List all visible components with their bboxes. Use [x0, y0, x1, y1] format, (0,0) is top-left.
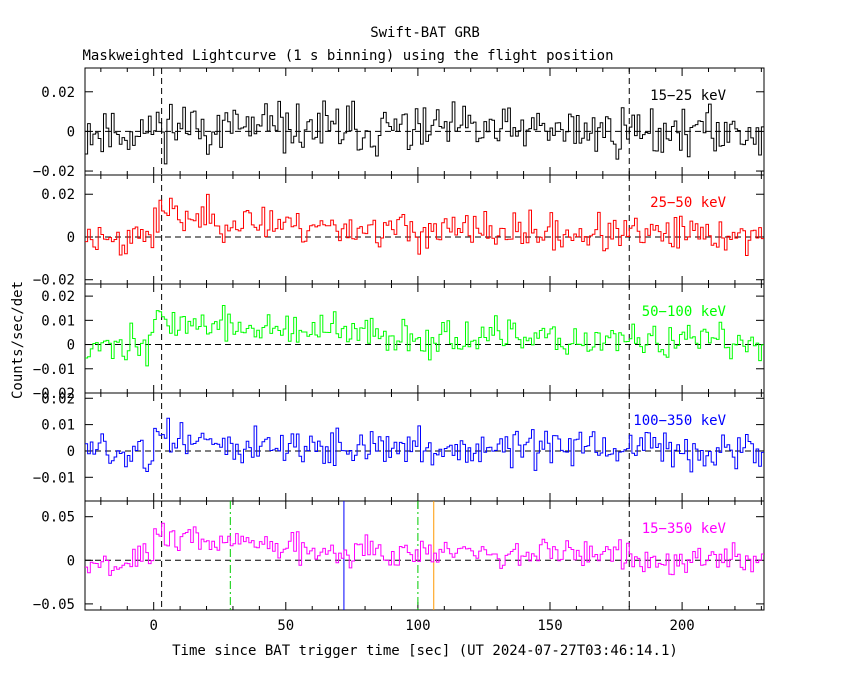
series-line [85, 193, 764, 256]
panel-frame [84, 67, 765, 176]
band-label: 25−50 keV [650, 195, 726, 211]
x-axis-label: Time since BAT trigger time [sec] (UT 20… [172, 643, 678, 659]
x-tick-label: 150 [537, 618, 562, 634]
figure-subtitle: Maskweighted Lightcurve (1 s binning) us… [82, 48, 613, 64]
y-tick-label: −0.02 [33, 164, 75, 180]
x-tick-label: 100 [405, 618, 430, 634]
band-label: 100−350 keV [633, 413, 726, 429]
y-tick-label: 0 [67, 338, 75, 354]
panel-25-50-kev: −0.02 0 0.02 25−50 keV [33, 174, 765, 289]
panel-15-350-kev: −0.05 0 0.05 15−350 keV 0 50 100 150 200 [33, 500, 765, 634]
panel-frame [84, 283, 765, 394]
y-tick-label: 0.02 [41, 289, 75, 305]
x-tick-label: 50 [277, 618, 294, 634]
x-tick-label: 0 [149, 618, 157, 634]
y-tick-label: −0.01 [33, 470, 75, 486]
panel-50-100-kev: −0.02 −0.01 0 0.01 0.02 50−100 keV [33, 283, 765, 402]
y-tick-label: 0.01 [41, 313, 75, 329]
series-line [85, 522, 764, 576]
y-tick-label: −0.01 [33, 362, 75, 378]
panel-100-350-kev: −0.01 0 0.01 0.02 100−350 keV [33, 391, 765, 502]
y-tick-label: 0 [67, 124, 75, 140]
band-label: 50−100 keV [642, 304, 727, 320]
y-tick-label: −0.05 [33, 597, 75, 613]
y-tick-label: 0 [67, 553, 75, 569]
series-line [85, 100, 764, 165]
panel-15-25-kev: −0.02 0 0.02 15−25 keV [33, 67, 765, 180]
y-tick-label: 0.01 [41, 418, 75, 434]
x-tick-label: 200 [669, 618, 694, 634]
panel-frame [84, 392, 765, 502]
y-tick-label: 0.05 [41, 510, 75, 526]
y-tick-label: 0 [67, 230, 75, 246]
panel-frame [84, 174, 765, 285]
y-tick-label: −0.02 [33, 386, 75, 402]
figure-title: Swift-BAT GRB [370, 25, 480, 41]
y-axis-label: Counts/sec/det [10, 281, 26, 399]
y-tick-label: 0.02 [41, 187, 75, 203]
series-line [85, 305, 764, 367]
series-line [85, 417, 764, 473]
y-tick-label: 0.02 [41, 85, 75, 101]
band-label: 15−25 keV [650, 88, 726, 104]
panel-frame [84, 500, 765, 611]
band-label: 15−350 keV [642, 521, 727, 537]
y-tick-label: 0.02 [41, 391, 75, 407]
y-tick-label: 0 [67, 444, 75, 460]
y-tick-label: −0.02 [33, 273, 75, 289]
